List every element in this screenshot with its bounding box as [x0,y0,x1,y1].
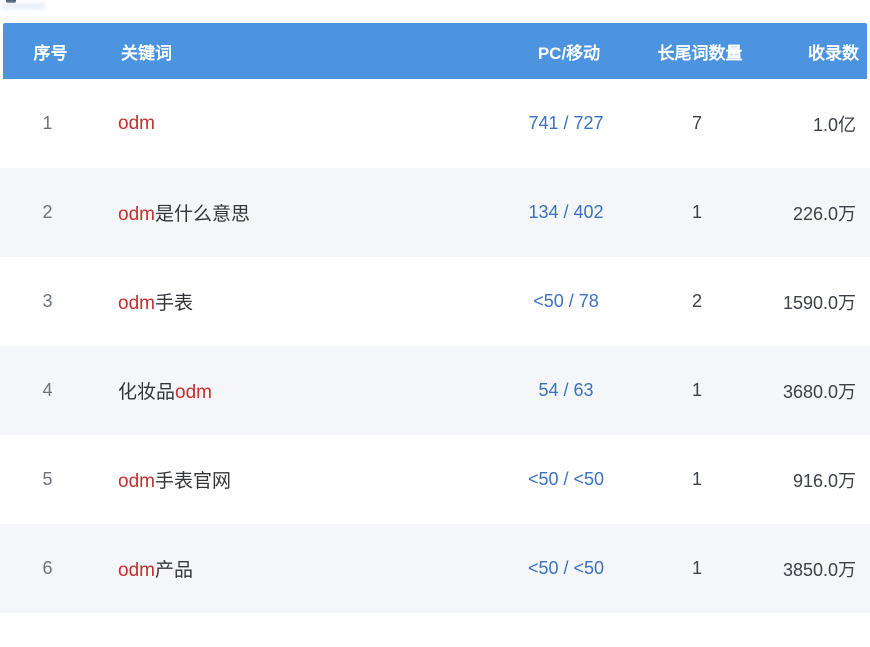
longtail-count: 7 [691,113,702,133]
pc-mobile-index-link[interactable]: 741 / 727 [528,113,604,133]
table-row: 4 化妆品odm 54 / 63 1 3680.0万 [0,346,870,435]
longtail-count: 2 [691,291,702,311]
longtail-count: 1 [691,380,702,400]
row-index: 2 [42,202,53,222]
keyword-link[interactable]: odm [95,113,500,135]
keyword-link[interactable]: odm手表官网 [95,466,500,493]
row-index: 6 [42,558,53,578]
table-header-row: 序号 关键词 PC/移动 长尾词数量 收录数 [3,23,867,79]
pc-mobile-index-link[interactable]: <50 / <50 [527,469,605,489]
keyword-link[interactable]: 化妆品odm [95,377,500,404]
indexed-count: 3680.0万 [782,381,856,402]
longtail-count: 1 [691,469,702,489]
pc-mobile-index-link[interactable]: 134 / 402 [528,202,604,222]
row-index: 1 [42,113,53,133]
keyword-segment: odm [118,204,155,225]
row-index: 4 [42,380,53,400]
longtail-count: 1 [691,558,702,578]
keyword-link[interactable]: odm是什么意思 [95,199,500,226]
indexed-count: 1590.0万 [782,292,856,313]
keyword-segment: odm [175,382,212,403]
indexed-count: 1.0亿 [812,114,856,135]
header-pc-mobile: PC/移动 [537,43,601,63]
indexed-count: 916.0万 [792,470,856,491]
keyword-segment: odm [118,471,155,492]
keyword-segment: 产品 [154,560,193,581]
pc-mobile-index-link[interactable]: 54 / 63 [538,380,594,400]
keyword-link[interactable]: odm手表 [95,288,500,315]
table-row: 2 odm是什么意思 134 / 402 1 226.0万 [0,168,870,257]
header-longtail-count: 长尾词数量 [657,43,743,63]
keyword-segment: odm [118,560,155,581]
table-row: 3 odm手表 <50 / 78 2 1590.0万 [0,257,870,346]
table-row: 6 odm产品 <50 / <50 1 3850.0万 [0,524,870,613]
header-indexed-count: 收录数 [808,43,859,63]
cutoff-artifact [6,0,16,3]
row-index: 5 [42,469,53,489]
table-row: 1 odm 741 / 727 7 1.0亿 [0,79,870,168]
header-keyword: 关键词 [121,43,172,63]
indexed-count: 3850.0万 [782,559,856,580]
keyword-segment: odm [118,293,155,314]
keyword-segment: odm [118,112,155,134]
keyword-segment: 手表 [154,293,193,314]
table-row-partial [0,613,870,647]
keyword-link[interactable]: odm产品 [95,555,500,582]
cutoff-artifact-glow [0,3,46,9]
pc-mobile-index-link[interactable]: <50 / 78 [533,291,599,311]
table-row: 5 odm手表官网 <50 / <50 1 916.0万 [0,435,870,524]
keyword-segment: 是什么意思 [154,204,250,225]
keyword-segment: 化妆品 [118,382,176,403]
keyword-segment: 手表官网 [154,471,231,492]
keyword-table: 序号 关键词 PC/移动 长尾词数量 收录数 1 odm 741 / 727 7… [0,23,870,647]
pc-mobile-index-link[interactable]: <50 / <50 [527,558,605,578]
row-index: 3 [42,291,53,311]
header-index: 序号 [33,43,68,63]
longtail-count: 1 [691,202,702,222]
indexed-count: 226.0万 [792,203,856,224]
